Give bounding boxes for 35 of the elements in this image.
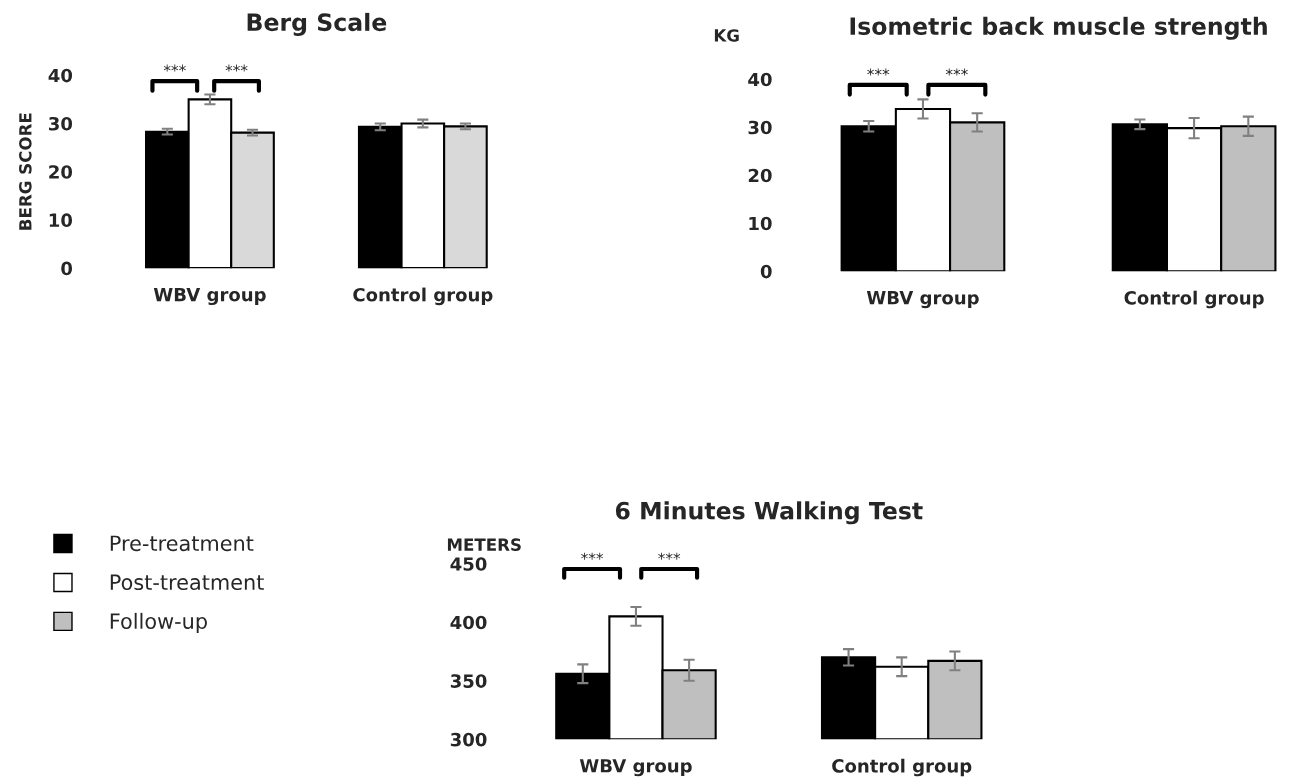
y-tick-label: 10 [749, 216, 772, 231]
x-tick-label: Control group [1124, 290, 1264, 309]
y-tick-label: 400 [450, 615, 487, 630]
text: *** [163, 64, 186, 72]
y-tick-label: 40 [48, 68, 73, 83]
y-tick-label: 30 [48, 116, 73, 131]
x-tick-label: WBV group [866, 291, 979, 309]
y-tick-label: 20 [49, 165, 73, 179]
legend-label: Follow-up [110, 612, 207, 634]
y-axis-title: BERG SCORE [19, 113, 32, 230]
text: *** [658, 552, 681, 560]
x-tick-label: WBV group [153, 287, 266, 306]
y-tick-label: 20 [748, 168, 772, 183]
y-tick-label: 0 [61, 261, 73, 276]
chart-title: Berg Scale [247, 12, 387, 36]
legend-label: Post-treatment [110, 574, 264, 591]
y-tick-label: 350 [450, 674, 487, 688]
x-tick-label: WBV group [579, 759, 692, 777]
legend-label: Pre-treatment [110, 535, 254, 552]
y-axis-title: KG [714, 29, 739, 42]
y-tick-label: 0 [760, 264, 772, 279]
chart-title: 6 Minutes Walking Test [615, 501, 923, 525]
text: *** [225, 64, 248, 72]
text: *** [581, 552, 604, 560]
x-tick-label: Control group [353, 287, 493, 306]
y-tick-label: 300 [450, 732, 487, 747]
text: *** [867, 68, 890, 76]
text: *** [945, 68, 968, 76]
y-tick-label: 40 [748, 72, 772, 87]
y-tick-label: 30 [748, 120, 772, 135]
x-tick-label: Control group [832, 758, 972, 777]
chart-title: Isometric back muscle strength [850, 16, 1267, 40]
y-tick-label: 10 [49, 213, 73, 228]
y-axis-title: METERS [447, 538, 521, 551]
y-tick-label: 450 [450, 557, 487, 571]
